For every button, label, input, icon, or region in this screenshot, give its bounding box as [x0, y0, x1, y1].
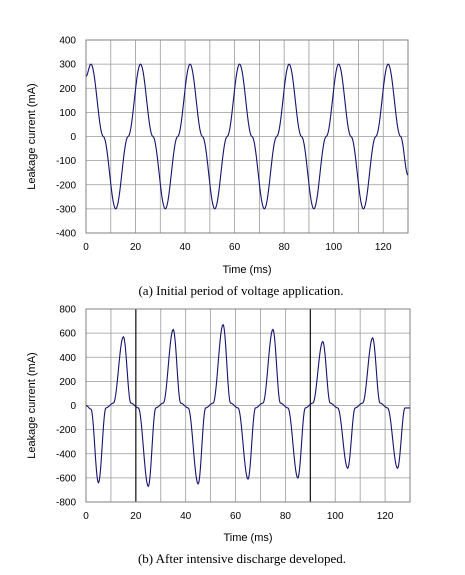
- y-axis-label: Leakage current (mA): [26, 83, 38, 189]
- y-axis-label: Leakage current (mA): [26, 352, 38, 458]
- y-tick-label: -600: [56, 473, 76, 484]
- x-tick-label: 60: [230, 511, 242, 522]
- y-tick-label: 200: [59, 84, 76, 95]
- x-tick-label: 60: [229, 242, 241, 253]
- x-tick-label: 100: [325, 242, 342, 253]
- y-tick-label: 0: [70, 132, 76, 143]
- y-tick-label: -200: [56, 425, 76, 436]
- x-tick-label: 120: [377, 511, 394, 522]
- x-tick-label: 100: [327, 511, 344, 522]
- x-tick-label: 20: [130, 511, 142, 522]
- y-tick-label: -100: [56, 156, 76, 167]
- y-tick-label: 0: [70, 401, 76, 412]
- y-tick-label: -800: [56, 498, 76, 509]
- x-tick-label: 40: [180, 242, 192, 253]
- y-tick-label: 400: [59, 36, 76, 47]
- x-tick-label: 80: [280, 511, 292, 522]
- y-tick-label: -300: [56, 204, 76, 215]
- x-tick-label: 0: [83, 242, 89, 253]
- chart-panel-b: 800 600 400 200 0 -200 -400 -600 -800 0 20 40 60 80 10…: [26, 305, 411, 566]
- y-tick-label: 800: [59, 305, 76, 316]
- chart-panel-a: 400 300 200 100 0 -100 -200 -300 -400 0 20 40 60 80 10…: [26, 36, 409, 298]
- y-tick-label: 400: [59, 353, 76, 364]
- x-axis-label: Time (ms): [223, 532, 272, 544]
- leakage-current-line-b: [85, 323, 410, 488]
- y-tick-label: -200: [56, 180, 76, 191]
- y-tick-label: 100: [59, 108, 76, 119]
- y-tick-label: 200: [59, 377, 76, 388]
- y-tick-label: 300: [59, 60, 76, 71]
- x-tick-label: 0: [83, 511, 89, 522]
- x-tick-label: 120: [375, 242, 392, 253]
- figure-caption: (b) After intensive discharge developed.: [138, 551, 346, 566]
- x-tick-label: 80: [279, 242, 291, 253]
- x-tick-label: 40: [180, 511, 192, 522]
- x-tick-label: 20: [130, 242, 142, 253]
- leakage-current-line-a: [85, 63, 409, 210]
- y-tick-label: -400: [56, 229, 76, 240]
- figure-caption: (a) Initial period of voltage applicatio…: [138, 283, 343, 298]
- plot-frame: [85, 39, 409, 234]
- x-axis-label: Time (ms): [222, 264, 271, 276]
- y-tick-label: -400: [56, 449, 76, 460]
- y-tick-label: 600: [59, 329, 76, 340]
